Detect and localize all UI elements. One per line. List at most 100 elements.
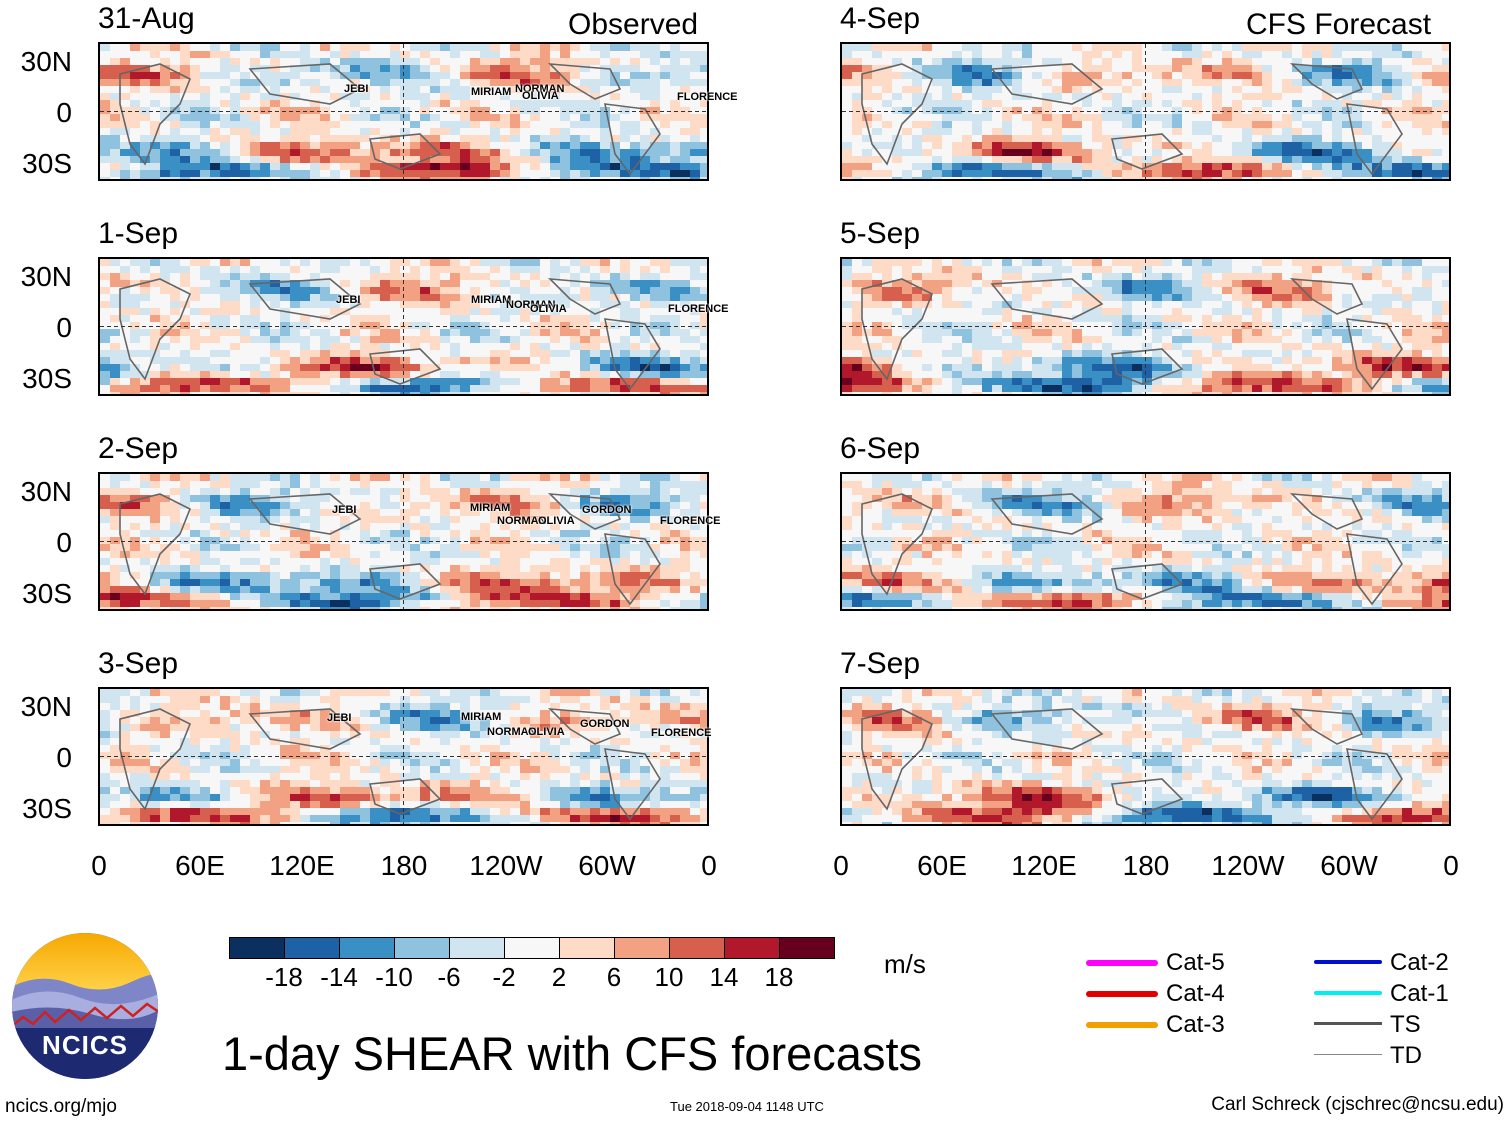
lat-label-30s: 30S	[22, 793, 72, 824]
lon-label-180: 180	[1122, 850, 1170, 881]
storm-label-jebi: JEBI	[332, 504, 357, 516]
panel-date-obs-1: 31-Aug	[98, 2, 195, 35]
panel-date-obs-2: 1-Sep	[98, 217, 179, 250]
legend-label-cat1: Cat-1	[1390, 980, 1449, 1007]
panel-date-fc-4: 7-Sep	[840, 647, 921, 680]
colorbar-tick-label: 10	[654, 962, 684, 992]
storm-label-miriam: MIRIAM	[471, 294, 512, 306]
footer-author: Carl Schreck (cjschrec@ncsu.edu)	[1211, 1094, 1504, 1115]
panel-date-obs-3: 2-Sep	[98, 432, 179, 465]
storm-label-olivia: OLIVIA	[522, 90, 559, 102]
storm-label-olivia: OLIVIA	[538, 515, 575, 527]
colorbar-swatch	[559, 937, 615, 959]
lon-label-120e: 120E	[1011, 850, 1077, 881]
map-panel-forecast-4	[840, 687, 1451, 826]
legend-label-cat2: Cat-2	[1390, 949, 1449, 976]
colorbar-swatch	[779, 937, 835, 959]
storm-label-jebi: JEBI	[336, 294, 361, 306]
storm-label-miriam: MIRIAM	[471, 86, 512, 98]
legend-line-ts	[1314, 1022, 1382, 1025]
colorbar-swatch	[449, 937, 505, 959]
colorbar-swatch	[229, 937, 285, 959]
storm-label-jebi: JEBI	[344, 83, 369, 95]
forecast-header: CFS Forecast	[1246, 8, 1432, 41]
main-title: 1-day SHEAR with CFS forecasts	[222, 1027, 922, 1080]
observed-header: Observed	[568, 8, 699, 41]
colorbar-tick-label: 14	[709, 962, 739, 992]
lon-label-120w: 120W	[1211, 850, 1285, 881]
ncics-logo: NCICS	[11, 932, 159, 1080]
lat-label-eq: 0	[56, 742, 72, 773]
colorbar-tick-label: -18	[265, 962, 303, 992]
legend-line-cat4	[1086, 991, 1158, 997]
legend-label-cat3: Cat-3	[1166, 1011, 1225, 1038]
colorbar-tick-label: 2	[551, 962, 567, 992]
storm-label-miriam: MIRIAM	[461, 711, 502, 723]
lon-label-60e: 60E	[175, 850, 225, 881]
colorbar-swatch	[504, 937, 560, 959]
legend-line-cat3	[1086, 1022, 1158, 1028]
lon-label-0: 0	[701, 850, 717, 881]
storm-label-florence: FLORENCE	[677, 91, 738, 103]
colorbar-swatch	[394, 937, 450, 959]
storm-label-norman: NORMAN	[506, 299, 556, 311]
panel-date-fc-1: 4-Sep	[840, 2, 921, 35]
legend-line-cat5	[1086, 960, 1158, 966]
panel-date-fc-3: 6-Sep	[840, 432, 921, 465]
legend-label-cat4: Cat-4	[1166, 980, 1225, 1007]
colorbar-tick-label: -14	[320, 962, 358, 992]
colorbar-swatch	[724, 937, 780, 959]
storm-label-olivia: OLIVIA	[530, 303, 567, 315]
legend-label-cat5: Cat-5	[1166, 949, 1225, 976]
storm-label-norman: NORMAN	[515, 83, 565, 95]
map-panel-forecast-1	[840, 42, 1451, 181]
colorbar-tick-label: -2	[492, 962, 516, 992]
colorbar-units: m/s	[884, 949, 926, 979]
colorbar-swatch	[284, 937, 340, 959]
map-panel-forecast-3	[840, 472, 1451, 611]
colorbar-swatch	[339, 937, 395, 959]
footer-timestamp: Tue 2018-09-04 1148 UTC	[670, 1099, 824, 1114]
storm-label-miriam: MIRIAM	[470, 502, 511, 514]
legend-line-td	[1314, 1054, 1382, 1055]
lon-label-0: 0	[833, 850, 849, 881]
storm-label-gordon: GORDON	[582, 504, 632, 516]
map-panel-observed-1	[98, 42, 709, 181]
lat-label-30s: 30S	[22, 578, 72, 609]
storm-label-gordon: GORDON	[580, 718, 630, 730]
lon-label-120e: 120E	[269, 850, 335, 881]
lat-label-eq: 0	[56, 527, 72, 558]
storm-label-florence: FLORENCE	[660, 515, 721, 527]
logo-text: NCICS	[42, 1030, 128, 1060]
colorbar-swatch	[614, 937, 670, 959]
lon-label-120w: 120W	[469, 850, 543, 881]
legend-label-td: TD	[1390, 1042, 1422, 1069]
lon-label-60e: 60E	[917, 850, 967, 881]
storm-label-norman: NORMAN	[487, 726, 537, 738]
colorbar-tick-label: 18	[764, 962, 794, 992]
lat-label-30s: 30S	[22, 363, 72, 394]
colorbar-swatch	[669, 937, 725, 959]
storm-label-olivia: OLIVIA	[528, 726, 565, 738]
storm-label-florence: FLORENCE	[668, 303, 729, 315]
lat-label-30n: 30N	[20, 46, 72, 77]
storm-label-jebi: JEBI	[327, 712, 352, 724]
lat-label-30n: 30N	[20, 476, 72, 507]
lat-label-30n: 30N	[20, 261, 72, 292]
lon-label-60w: 60W	[1320, 850, 1378, 881]
lat-label-30n: 30N	[20, 691, 72, 722]
lat-label-30s: 30S	[22, 148, 72, 179]
lat-label-eq: 0	[56, 312, 72, 343]
legend-line-cat2	[1314, 960, 1382, 964]
lon-label-180: 180	[380, 850, 428, 881]
footer-website: ncics.org/mjo	[5, 1096, 117, 1117]
legend-label-ts: TS	[1390, 1011, 1421, 1038]
lon-label-60w: 60W	[578, 850, 636, 881]
colorbar-tick-label: -10	[375, 962, 413, 992]
map-panel-observed-3	[98, 472, 709, 611]
map-panel-forecast-2	[840, 257, 1451, 396]
map-panel-observed-4	[98, 687, 709, 826]
storm-label-norman: NORMAN	[497, 515, 547, 527]
storm-label-florence: FLORENCE	[651, 727, 712, 739]
map-panel-observed-2	[98, 257, 709, 396]
